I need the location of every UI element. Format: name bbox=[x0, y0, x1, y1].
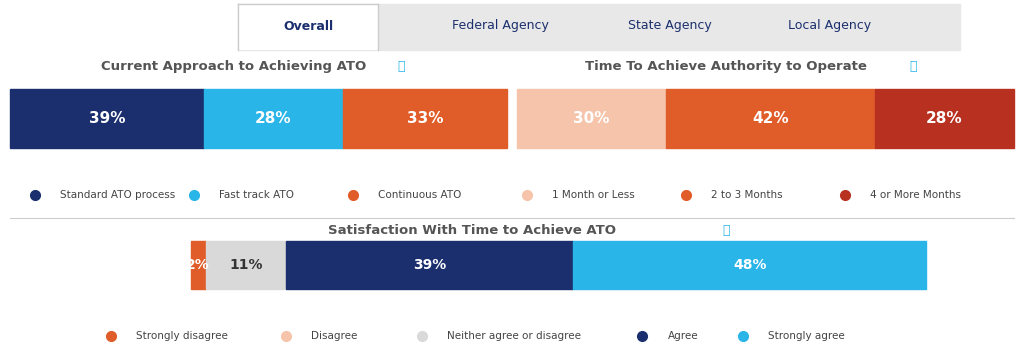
Bar bbox=[204, 88, 343, 148]
Text: 30%: 30% bbox=[573, 111, 610, 126]
Text: 28%: 28% bbox=[926, 111, 963, 126]
Text: 1 Month or Less: 1 Month or Less bbox=[552, 190, 635, 200]
Text: Strongly disagree: Strongly disagree bbox=[135, 331, 227, 341]
Bar bbox=[573, 240, 927, 289]
Text: Local Agency: Local Agency bbox=[788, 19, 871, 32]
Text: Federal Agency: Federal Agency bbox=[452, 19, 549, 32]
Bar bbox=[238, 4, 961, 50]
Text: Overall: Overall bbox=[283, 19, 333, 32]
Text: 39%: 39% bbox=[89, 111, 125, 126]
Text: 28%: 28% bbox=[255, 111, 292, 126]
Text: ⓘ: ⓘ bbox=[909, 60, 916, 73]
Text: Strongly agree: Strongly agree bbox=[768, 331, 845, 341]
Bar bbox=[10, 88, 204, 148]
Text: 39%: 39% bbox=[414, 258, 446, 272]
Bar bbox=[874, 88, 1014, 148]
Bar bbox=[517, 88, 666, 148]
Bar bbox=[287, 240, 573, 289]
Text: ⓘ: ⓘ bbox=[723, 224, 730, 237]
Text: 33%: 33% bbox=[407, 111, 443, 126]
Bar bbox=[190, 240, 206, 289]
Text: Current Approach to Achieving ATO: Current Approach to Achieving ATO bbox=[101, 60, 367, 73]
Text: Agree: Agree bbox=[668, 331, 698, 341]
Text: 4 or More Months: 4 or More Months bbox=[869, 190, 961, 200]
Text: State Agency: State Agency bbox=[628, 19, 712, 32]
Bar bbox=[343, 88, 507, 148]
Text: Standard ATO process: Standard ATO process bbox=[59, 190, 175, 200]
Text: 48%: 48% bbox=[733, 258, 767, 272]
Bar bbox=[238, 4, 378, 50]
Text: 42%: 42% bbox=[752, 111, 788, 126]
Bar bbox=[666, 88, 874, 148]
Text: ⓘ: ⓘ bbox=[397, 60, 406, 73]
Text: Fast track ATO: Fast track ATO bbox=[219, 190, 294, 200]
Text: Neither agree or disagree: Neither agree or disagree bbox=[446, 331, 581, 341]
Bar bbox=[206, 240, 287, 289]
Text: 11%: 11% bbox=[229, 258, 263, 272]
Text: 2 to 3 Months: 2 to 3 Months bbox=[711, 190, 782, 200]
Text: Continuous ATO: Continuous ATO bbox=[378, 190, 461, 200]
Text: Time To Achieve Authority to Operate: Time To Achieve Authority to Operate bbox=[585, 60, 866, 73]
Text: 2%: 2% bbox=[186, 258, 210, 272]
Text: Disagree: Disagree bbox=[311, 331, 357, 341]
Text: Satisfaction With Time to Achieve ATO: Satisfaction With Time to Achieve ATO bbox=[328, 224, 615, 237]
